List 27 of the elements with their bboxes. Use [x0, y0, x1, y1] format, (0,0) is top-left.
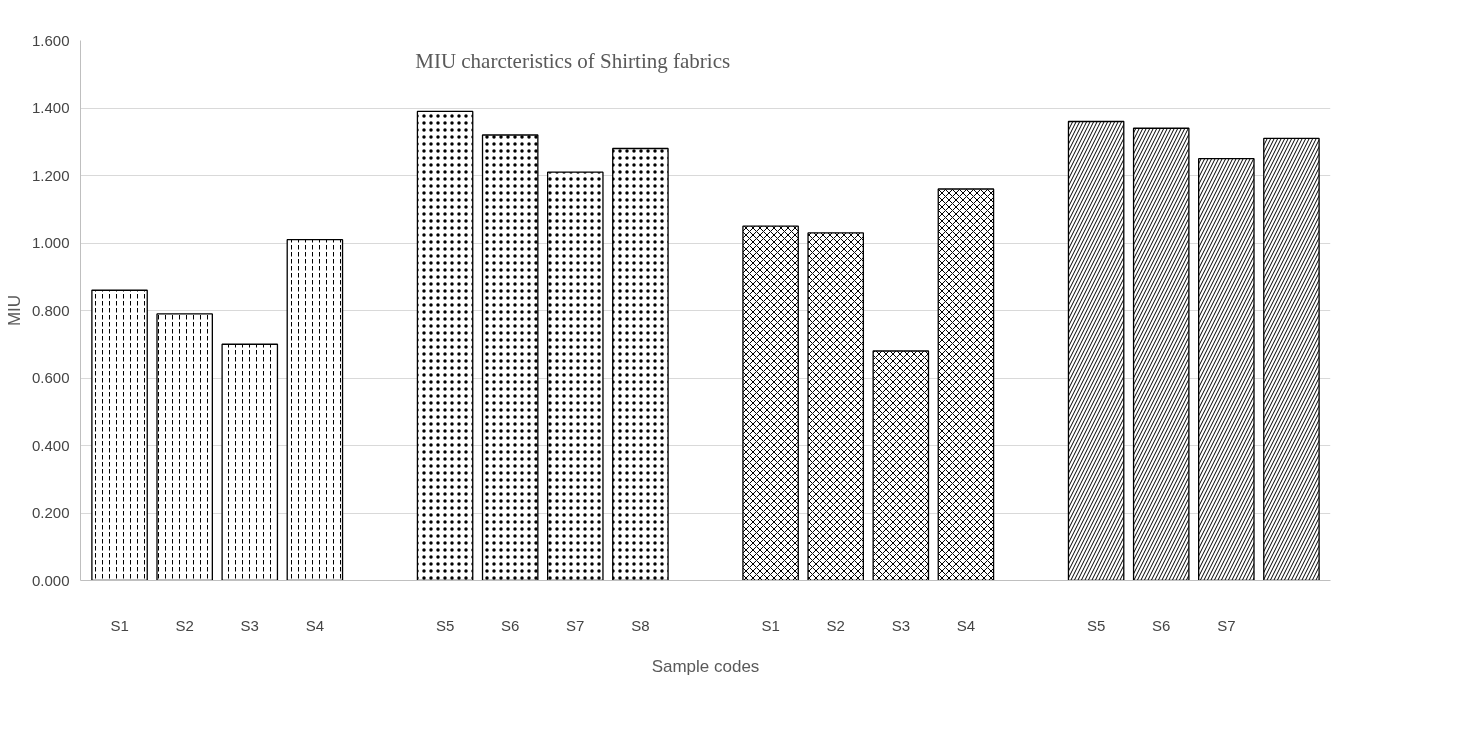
y-tick-label: 0.000 [31, 571, 70, 589]
x-tick-label: S3 [891, 616, 910, 634]
x-tick-label: S5 [435, 616, 455, 634]
x-tick-label: S3 [240, 616, 259, 634]
y-tick-label: 1.400 [31, 99, 70, 116]
y-tick-label: 1.600 [31, 31, 70, 49]
x-tick-label: S6 [1152, 616, 1171, 634]
y-axis-title: MIU [4, 294, 24, 327]
x-axis-title: Sample codes [651, 656, 760, 676]
x-tick-label: S6 [501, 616, 520, 634]
x-tick-label: S8 [631, 616, 650, 634]
y-tick-label: 0.200 [31, 504, 70, 521]
x-tick-label: S1 [761, 616, 780, 634]
x-tick-label: S4 [305, 616, 325, 634]
x-tick-label: S2 [826, 616, 845, 634]
x-tick-label: S7 [1217, 616, 1236, 634]
y-tick-label: 0.800 [31, 301, 70, 319]
x-tick-label: S1 [110, 616, 129, 634]
y-tick-label: 0.400 [31, 436, 70, 454]
y-tick-label: 0.600 [31, 369, 70, 386]
y-tick-label: 1.000 [31, 234, 70, 251]
y-tick-label: 1.200 [31, 166, 70, 184]
chart-title: MIU charcteristics of Shirting fabrics [415, 48, 731, 73]
x-tick-label: S5 [1086, 616, 1106, 634]
x-tick-label: S7 [566, 616, 585, 634]
x-tick-label: S2 [175, 616, 194, 634]
x-tick-label: S4 [956, 616, 976, 634]
